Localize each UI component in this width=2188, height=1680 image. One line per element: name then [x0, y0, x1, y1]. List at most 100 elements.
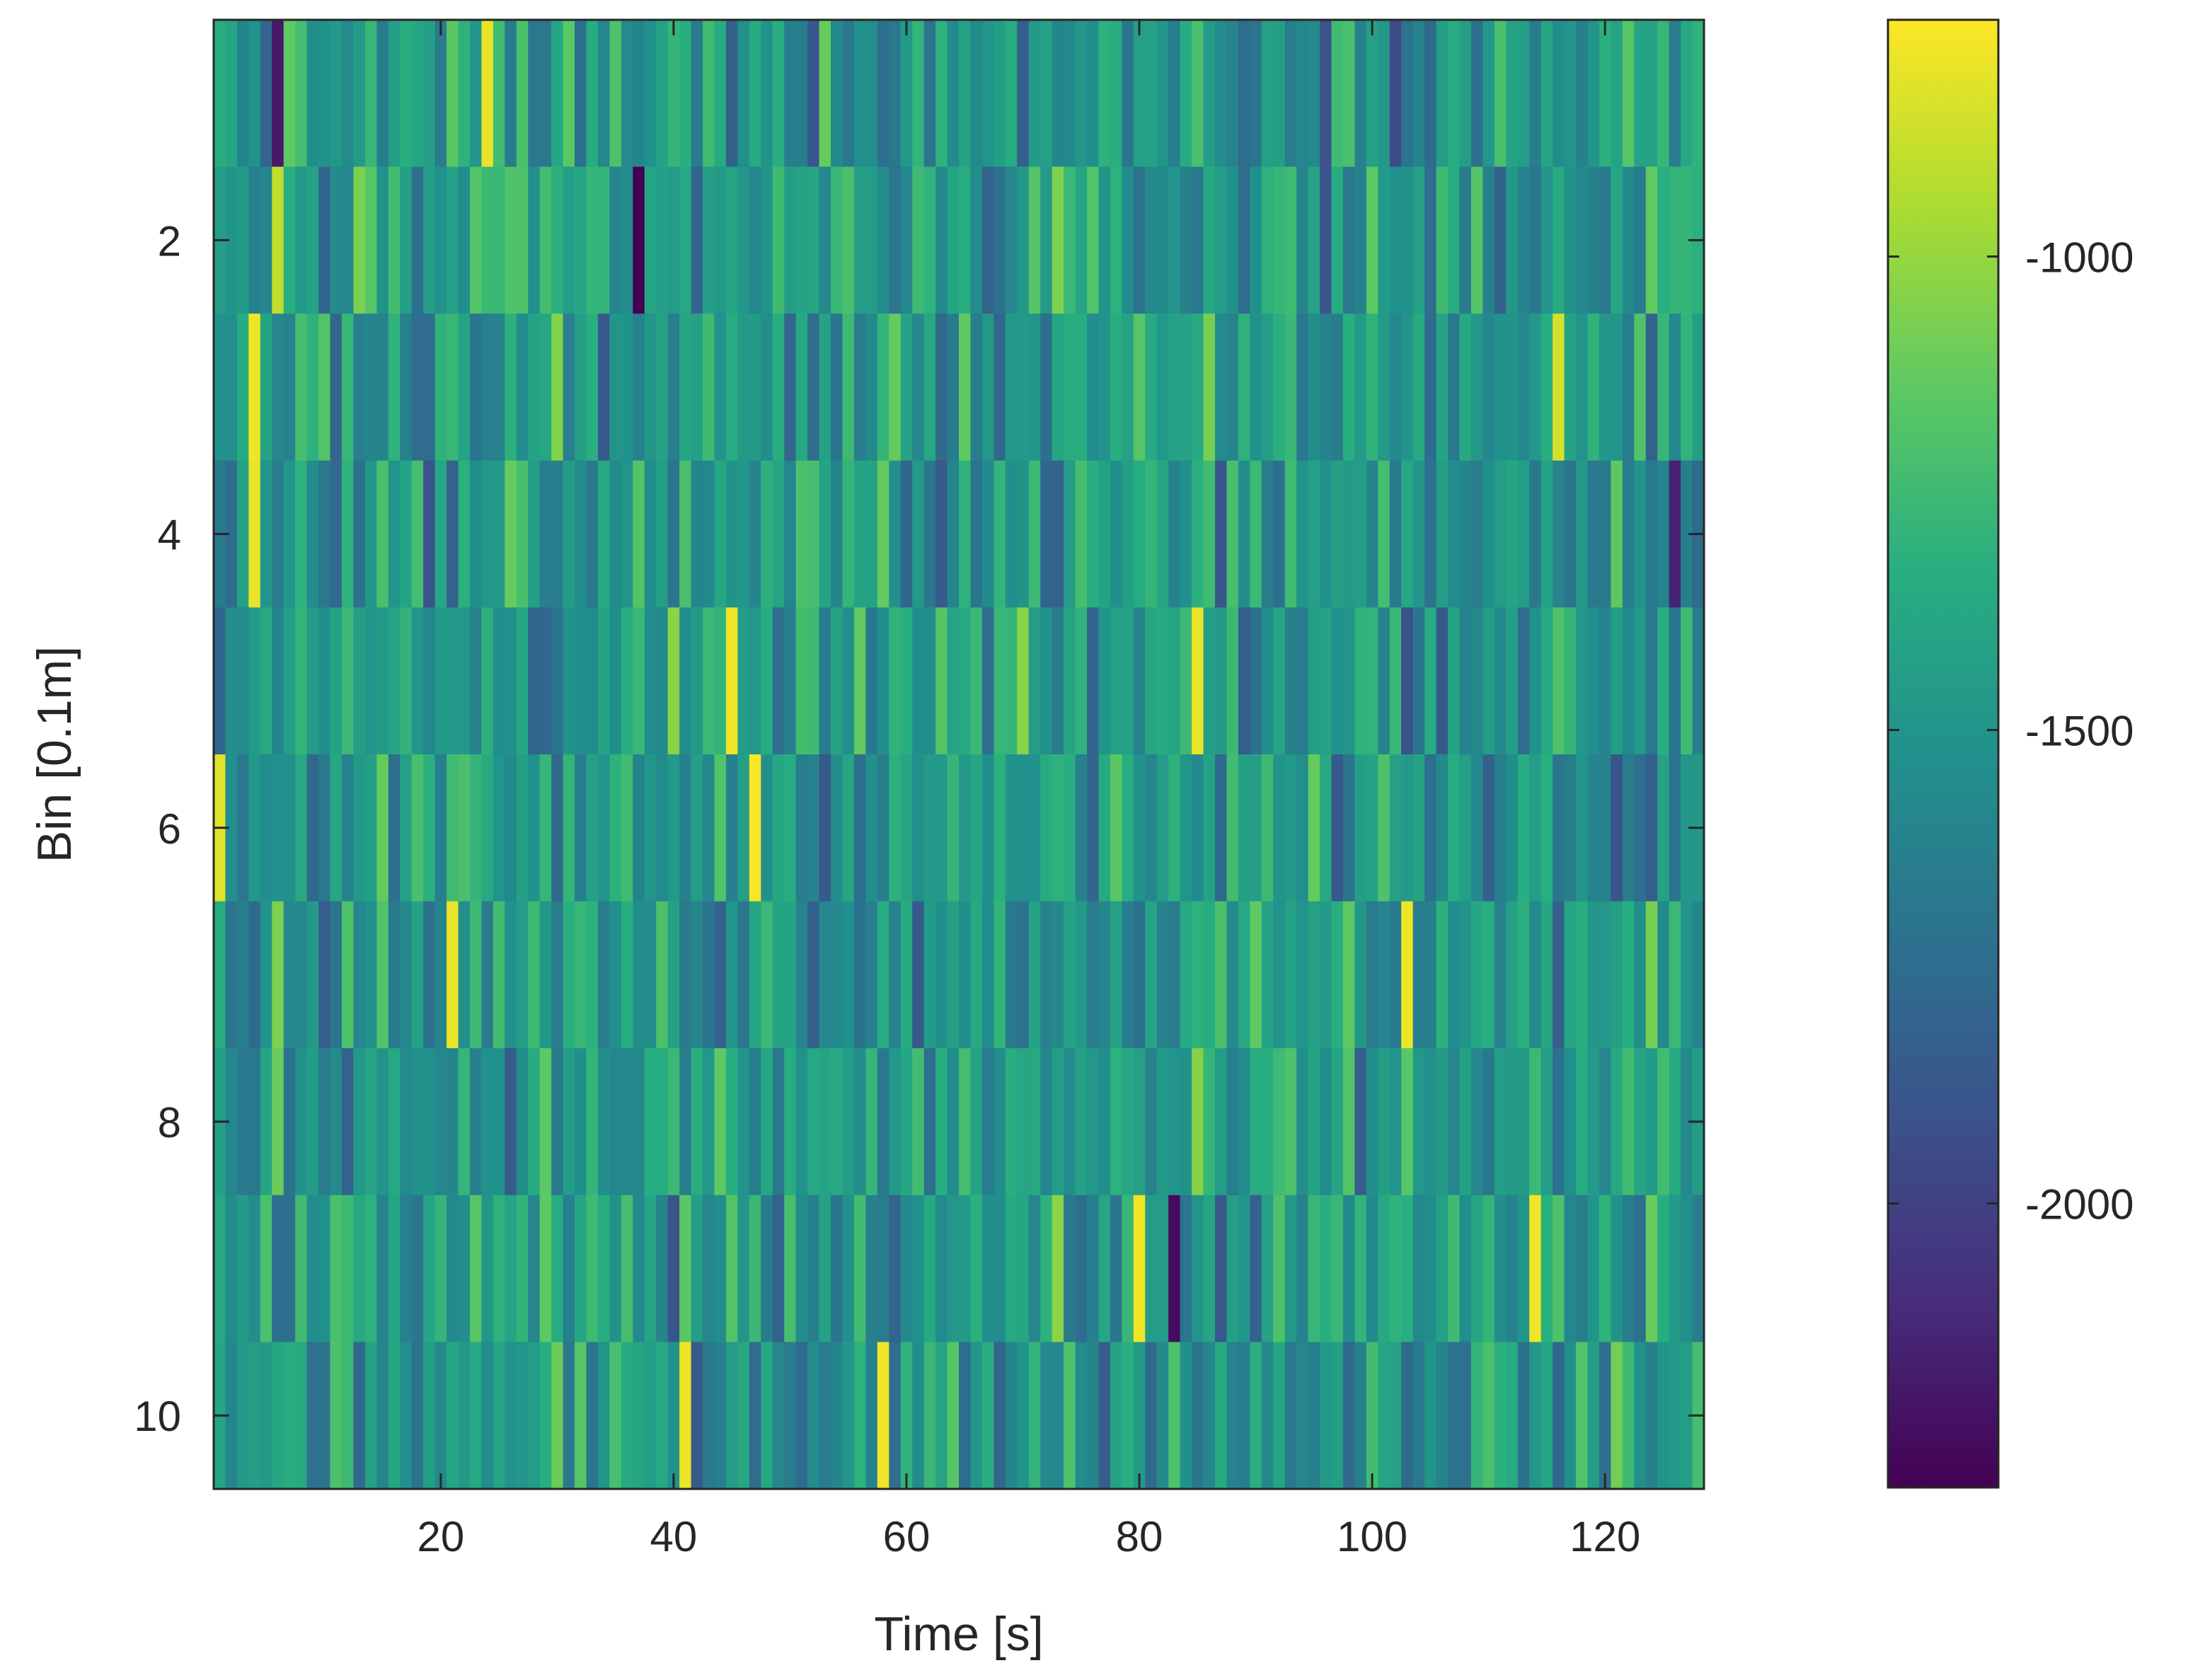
heatmap-cell [411, 166, 424, 314]
heatmap-cell [1494, 460, 1507, 608]
heatmap-cell [1378, 901, 1390, 1049]
heatmap-cell [1017, 20, 1030, 168]
heatmap-cell [994, 607, 1006, 755]
heatmap-cell [703, 754, 715, 902]
heatmap-cell [1587, 754, 1600, 902]
heatmap-cell [1506, 901, 1519, 1049]
heatmap-cell [1459, 607, 1472, 755]
heatmap-cell [1122, 1195, 1134, 1342]
heatmap-cell [493, 754, 505, 902]
heatmap-cell [1354, 1195, 1367, 1342]
heatmap-cell [528, 166, 541, 314]
heatmap-cell [411, 754, 424, 902]
heatmap-cell [795, 20, 808, 168]
heatmap-cell [1342, 20, 1355, 168]
heatmap-cell [877, 460, 889, 608]
heatmap-cell [1308, 460, 1320, 608]
heatmap-cell [1005, 460, 1018, 608]
heatmap-cell [447, 901, 459, 1049]
heatmap-cell [1192, 901, 1204, 1049]
heatmap-cell [1284, 166, 1297, 314]
heatmap-cell [1634, 1342, 1647, 1490]
heatmap-cell [900, 1195, 913, 1342]
heatmap-cell [1284, 754, 1297, 902]
heatmap-cell [1005, 901, 1018, 1049]
heatmap-cell [1250, 313, 1262, 461]
heatmap-cell [703, 1195, 715, 1342]
heatmap-cell [1354, 313, 1367, 461]
heatmap-cell [691, 901, 703, 1049]
heatmap-cell [1226, 1048, 1239, 1196]
heatmap-cell [447, 754, 459, 902]
heatmap-cell [737, 754, 750, 902]
heatmap-cell [737, 1048, 750, 1196]
heatmap-cell [1401, 1342, 1414, 1490]
heatmap-cell [1529, 901, 1542, 1049]
heatmap-cell [831, 20, 843, 168]
heatmap-cell [1203, 901, 1216, 1049]
heatmap-cell [528, 1048, 541, 1196]
heatmap-cell [1342, 1195, 1355, 1342]
heatmap-cell [1250, 20, 1262, 168]
heatmap-cell [364, 20, 377, 168]
heatmap-cell [306, 1342, 319, 1490]
heatmap-cell [1273, 607, 1286, 755]
heatmap-cell [283, 1195, 296, 1342]
heatmap-cell [225, 1342, 238, 1490]
heatmap-cell [528, 754, 541, 902]
heatmap-cell [1436, 20, 1449, 168]
heatmap-cell [947, 20, 960, 168]
heatmap-cell [1052, 607, 1064, 755]
heatmap-cell [656, 20, 669, 168]
heatmap-cell [1052, 460, 1064, 608]
heatmap-cell [795, 607, 808, 755]
heatmap-cell [1168, 460, 1181, 608]
heatmap-cell [1203, 607, 1216, 755]
heatmap-cell [1180, 166, 1192, 314]
heatmap-cell [714, 313, 727, 461]
heatmap-cell [667, 607, 680, 755]
heatmap-cell [551, 754, 564, 902]
heatmap-cell [609, 20, 622, 168]
heatmap-cell [586, 20, 599, 168]
heatmap-cell [1238, 460, 1250, 608]
heatmap-cell [260, 1195, 272, 1342]
heatmap-cell [434, 901, 447, 1049]
heatmap-cell [539, 460, 552, 608]
heatmap-cell [1553, 1195, 1565, 1342]
heatmap-cell [1040, 1195, 1053, 1342]
heatmap-cell [1517, 607, 1530, 755]
heatmap-cell [539, 313, 552, 461]
heatmap-cell [981, 754, 994, 902]
heatmap-cell [784, 1048, 797, 1196]
heatmap-cell [306, 1195, 319, 1342]
heatmap-cell [1366, 607, 1378, 755]
heatmap-cell [1424, 607, 1437, 755]
heatmap-cell [1494, 607, 1507, 755]
heatmap-cell [260, 901, 272, 1049]
heatmap-cell [1401, 166, 1414, 314]
heatmap-cell [912, 20, 925, 168]
heatmap-cell [795, 1048, 808, 1196]
heatmap-cell [935, 901, 948, 1049]
heatmap-cell [714, 1195, 727, 1342]
heatmap-cell [318, 901, 331, 1049]
heatmap-cell [737, 1342, 750, 1490]
heatmap-cell [1657, 1342, 1670, 1490]
heatmap-cell [1412, 1195, 1425, 1342]
heatmap-cell [1180, 754, 1192, 902]
heatmap-cell [423, 1048, 436, 1196]
heatmap-cell [330, 1342, 342, 1490]
heatmap-cell [481, 1195, 494, 1342]
heatmap-cell [633, 166, 645, 314]
heatmap-cell [703, 607, 715, 755]
heatmap-cell [1064, 1195, 1076, 1342]
heatmap-cell [1017, 1048, 1030, 1196]
heatmap-cell [1529, 460, 1542, 608]
heatmap-cell [900, 607, 913, 755]
heatmap-cell [272, 20, 284, 168]
heatmap-cell [1401, 313, 1414, 461]
heatmap-cell [575, 901, 587, 1049]
heatmap-cell [458, 313, 471, 461]
heatmap-cell [795, 313, 808, 461]
